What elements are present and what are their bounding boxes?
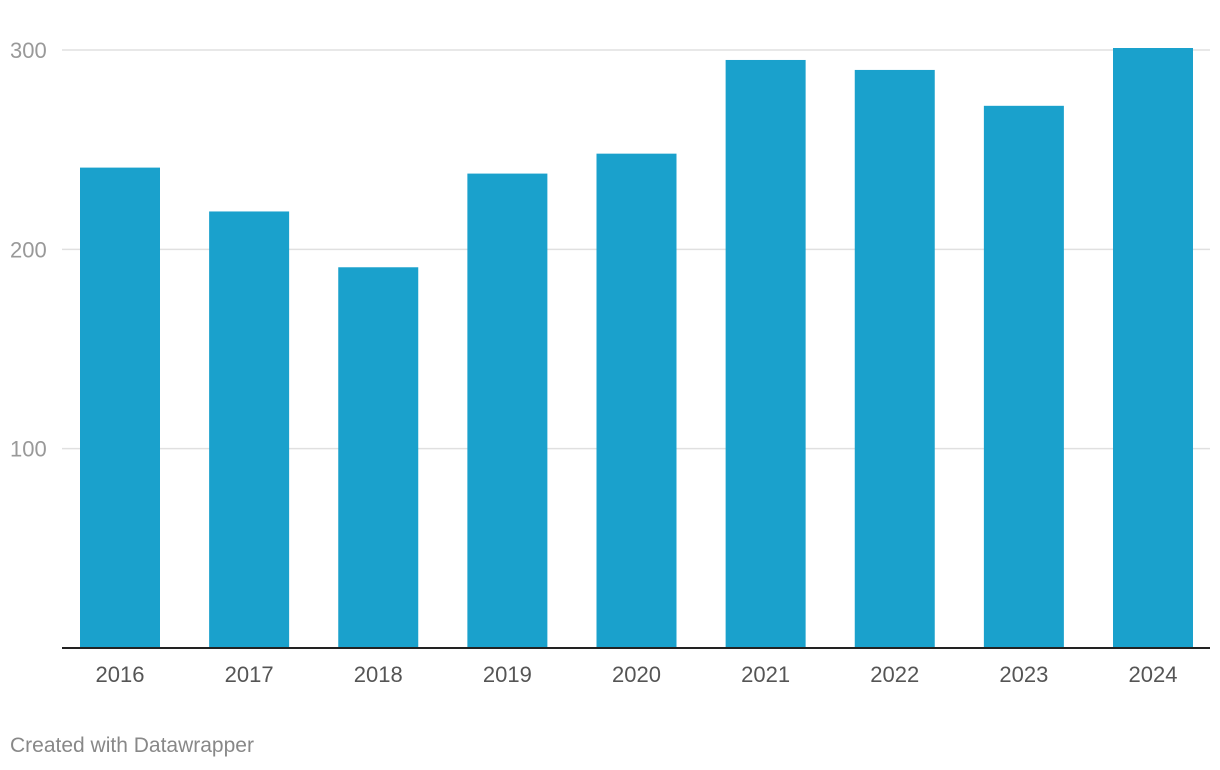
- x-tick-label: 2017: [225, 662, 274, 687]
- y-axis-ticks: 100 200 300: [10, 38, 47, 462]
- y-tick-label: 100: [10, 437, 47, 462]
- footer-credit: Created with Datawrapper: [10, 734, 254, 757]
- y-tick-label: 300: [10, 38, 47, 63]
- bar-2019: [467, 173, 548, 648]
- x-tick-label: 2020: [612, 662, 661, 687]
- x-tick-label: 2024: [1129, 662, 1178, 687]
- bar-2018: [338, 267, 419, 648]
- x-tick-label: 2018: [354, 662, 403, 687]
- bar-2016: [80, 167, 160, 648]
- x-tick-label: 2023: [999, 662, 1048, 687]
- x-tick-label: 2016: [96, 662, 145, 687]
- bar-2021: [725, 59, 806, 648]
- bar-2020: [596, 153, 677, 649]
- x-tick-label: 2019: [483, 662, 532, 687]
- x-axis-ticks: 2016 2017 2018 2019 2020 2021 2022 2023 2024: [96, 662, 1178, 687]
- bar-2017: [209, 211, 290, 648]
- bar-2022: [854, 69, 935, 648]
- bar-2023: [983, 105, 1064, 648]
- bar-2024: [1113, 48, 1193, 649]
- x-tick-label: 2022: [870, 662, 919, 687]
- bars: [80, 48, 1193, 649]
- x-tick-label: 2021: [741, 662, 790, 687]
- chart-area: 100 200 300 2016 2017 2018 2019 2020 2021 2022 20…: [10, 38, 1210, 687]
- y-tick-label: 200: [10, 237, 47, 262]
